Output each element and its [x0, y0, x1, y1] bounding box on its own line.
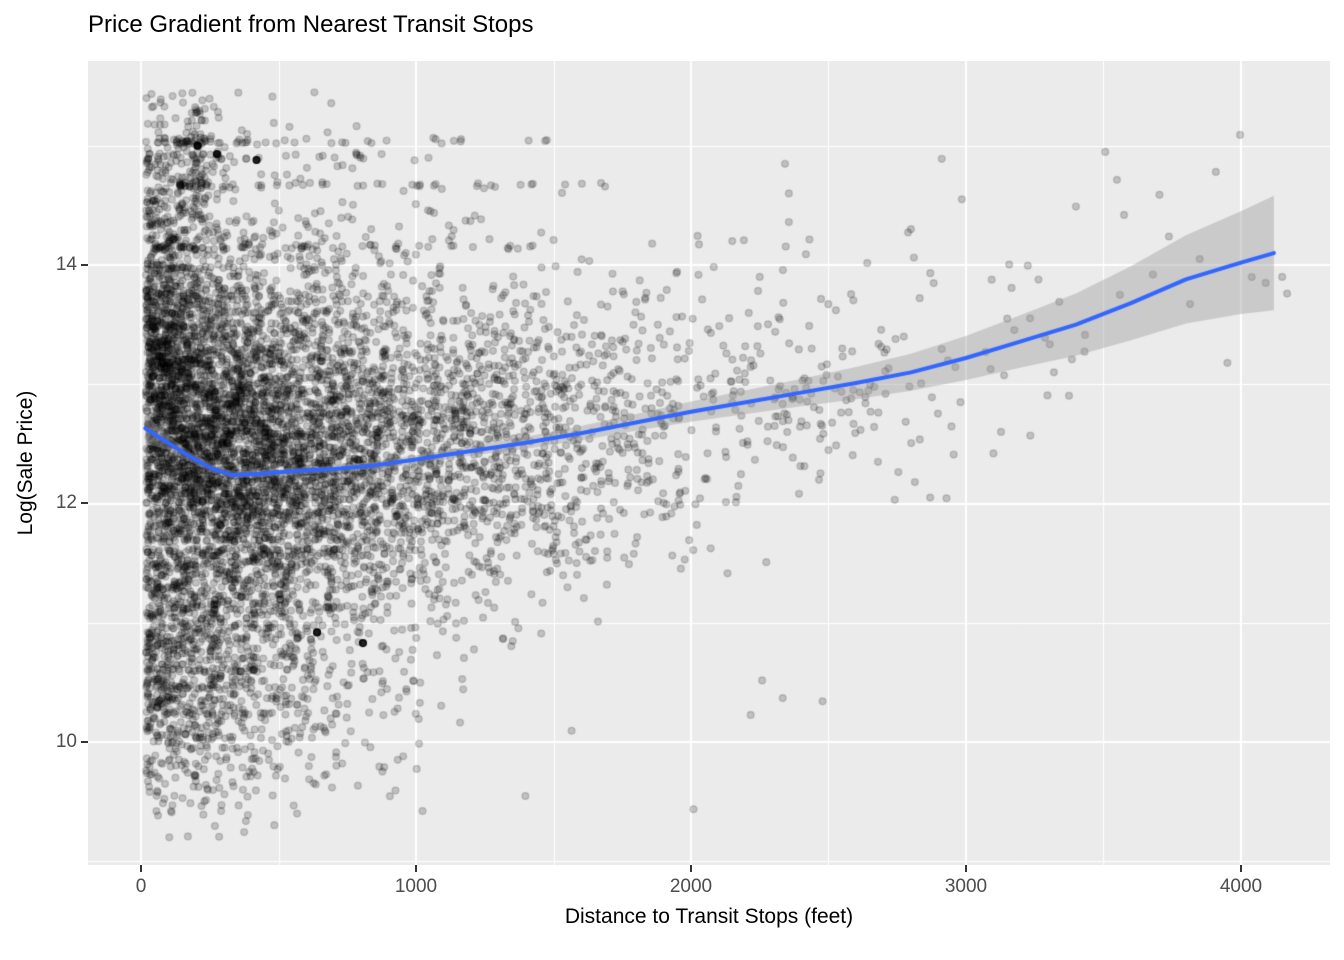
plot-panel-canvas — [88, 61, 1330, 865]
y-tick-mark-14 — [81, 264, 88, 266]
x-tick-label-1000: 1000 — [394, 876, 438, 897]
x-tick-mark-4000 — [1240, 865, 1242, 872]
y-tick-mark-12 — [81, 502, 88, 504]
x-tick-mark-0 — [140, 865, 142, 872]
x-tick-label-0: 0 — [135, 876, 147, 897]
x-tick-label-2000: 2000 — [669, 876, 713, 897]
y-tick-label-14: 14 — [55, 254, 77, 275]
x-axis-title: Distance to Transit Stops (feet) — [564, 905, 854, 928]
y-axis-title: Log(Sale Price) — [14, 390, 37, 536]
plot-title: Price Gradient from Nearest Transit Stop… — [88, 11, 534, 38]
x-tick-label-3000: 3000 — [944, 876, 988, 897]
x-tick-mark-1000 — [415, 865, 417, 872]
y-tick-mark-10 — [81, 741, 88, 743]
x-tick-label-4000: 4000 — [1219, 876, 1263, 897]
y-tick-label-10: 10 — [55, 731, 77, 752]
y-tick-label-12: 12 — [55, 492, 77, 513]
x-tick-mark-3000 — [965, 865, 967, 872]
x-tick-mark-2000 — [690, 865, 692, 872]
